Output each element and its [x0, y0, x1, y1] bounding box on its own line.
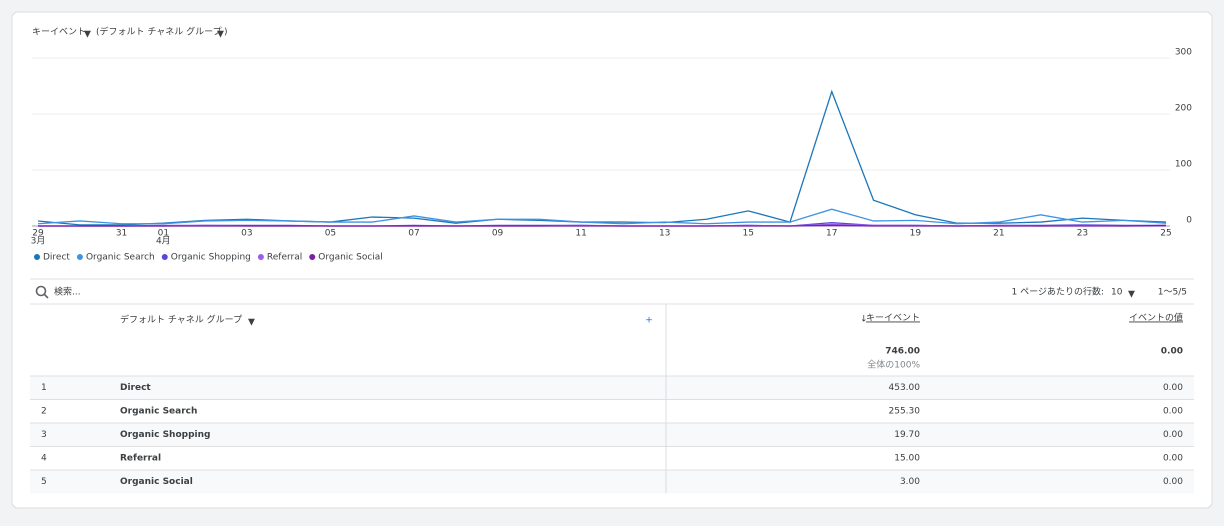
row-channel: Direct: [120, 383, 151, 393]
search-input[interactable]: 検索...: [54, 286, 81, 298]
search-icon[interactable]: [35, 285, 47, 297]
x-month-label: 3月: [31, 236, 46, 247]
x-tick-label: 17: [826, 229, 837, 239]
x-tick-label: 21: [993, 229, 1004, 239]
row-index: 4: [41, 454, 47, 464]
x-tick-label: 23: [1077, 229, 1088, 239]
series-line: [37, 208, 1167, 225]
row-key-events: 15.00: [894, 454, 920, 464]
x-tick-label: 13: [659, 229, 670, 239]
y-tick-label: 300: [1175, 48, 1192, 58]
total-share: 全体の100%: [867, 359, 920, 371]
row-background: [30, 376, 1194, 400]
x-tick-label: 05: [325, 229, 336, 239]
y-tick-label: 100: [1175, 160, 1192, 170]
legend-label: Organic Search: [86, 253, 155, 263]
row-event-value: 0.00: [1163, 454, 1183, 464]
x-tick-label: 19: [910, 229, 922, 239]
x-month-label: 4月: [156, 236, 171, 247]
column-header[interactable]: イベントの値: [1129, 312, 1183, 324]
row-index: 5: [41, 477, 47, 487]
x-tick-label: 01: [158, 229, 169, 239]
row-channel: Organic Social: [120, 477, 193, 487]
row-key-events: 19.70: [894, 430, 920, 440]
legend-marker: [76, 254, 83, 260]
dropdown-arrow[interactable]: ▼: [1128, 290, 1135, 300]
add-dimension[interactable]: +: [645, 316, 653, 326]
metric-selector[interactable]: キーイベント: [32, 28, 86, 38]
row-channel: Referral: [120, 454, 161, 464]
series-line: [38, 224, 1167, 227]
x-tick-label: 09: [492, 229, 504, 239]
total: 746.00: [885, 347, 920, 357]
x-tick-label: 15: [742, 229, 753, 239]
x-tick-label: 31: [116, 229, 127, 239]
sort-arrow[interactable]: ↓: [860, 315, 868, 325]
row-key-events: 3.00: [900, 477, 920, 487]
legend-marker: [257, 254, 264, 260]
row-index: 3: [41, 430, 47, 440]
row-index: 1: [41, 383, 47, 393]
row-key-events: 255.30: [889, 407, 921, 417]
dimension-selector[interactable]: (デフォルト チャネル グループ: [96, 26, 222, 38]
row-index: 2: [41, 407, 47, 417]
search-icon[interactable]: [43, 293, 49, 299]
row-event-value: 0.00: [1163, 383, 1183, 393]
x-tick-label: 03: [241, 229, 252, 239]
row-background: [30, 423, 1194, 447]
rows-per-page[interactable]: 10: [1111, 288, 1123, 298]
row-background: [30, 470, 1194, 494]
x-tick-label: 11: [575, 229, 586, 239]
legend-marker: [309, 254, 316, 260]
legend-label: Direct: [43, 253, 70, 263]
column-header[interactable]: キーイベント: [866, 314, 920, 324]
row-event-value: 0.00: [1163, 407, 1183, 417]
column-header[interactable]: デフォルト チャネル グループ: [120, 314, 242, 326]
row-channel: Organic Shopping: [120, 430, 210, 440]
dropdown-arrow[interactable]: ▼: [248, 318, 255, 328]
dropdown-arrow[interactable]: ▼: [84, 30, 91, 40]
x-tick-label: 29: [32, 229, 44, 239]
row-event-value: 0.00: [1163, 430, 1183, 440]
pagination: 1～5/5: [1158, 288, 1187, 298]
legend-label: Referral: [267, 253, 302, 263]
y-tick-label: 0: [1186, 216, 1192, 226]
row-event-value: 0.00: [1163, 477, 1183, 487]
total: 0.00: [1161, 347, 1183, 357]
legend-label: Organic Social: [318, 253, 383, 263]
row-channel: Organic Search: [120, 407, 197, 417]
legend-label: Organic Shopping: [171, 253, 251, 263]
x-tick-label: 07: [408, 229, 419, 239]
dimension-close: ): [224, 28, 228, 38]
legend-marker: [161, 254, 168, 260]
dropdown-arrow[interactable]: ▼: [217, 30, 224, 40]
x-tick-label: 25: [1160, 229, 1171, 239]
y-tick-label: 200: [1175, 104, 1192, 114]
legend-marker: [34, 254, 40, 260]
row-key-events: 453.00: [889, 383, 921, 393]
rows-per-page-label: 1 ページあたりの行数:: [1012, 286, 1104, 298]
